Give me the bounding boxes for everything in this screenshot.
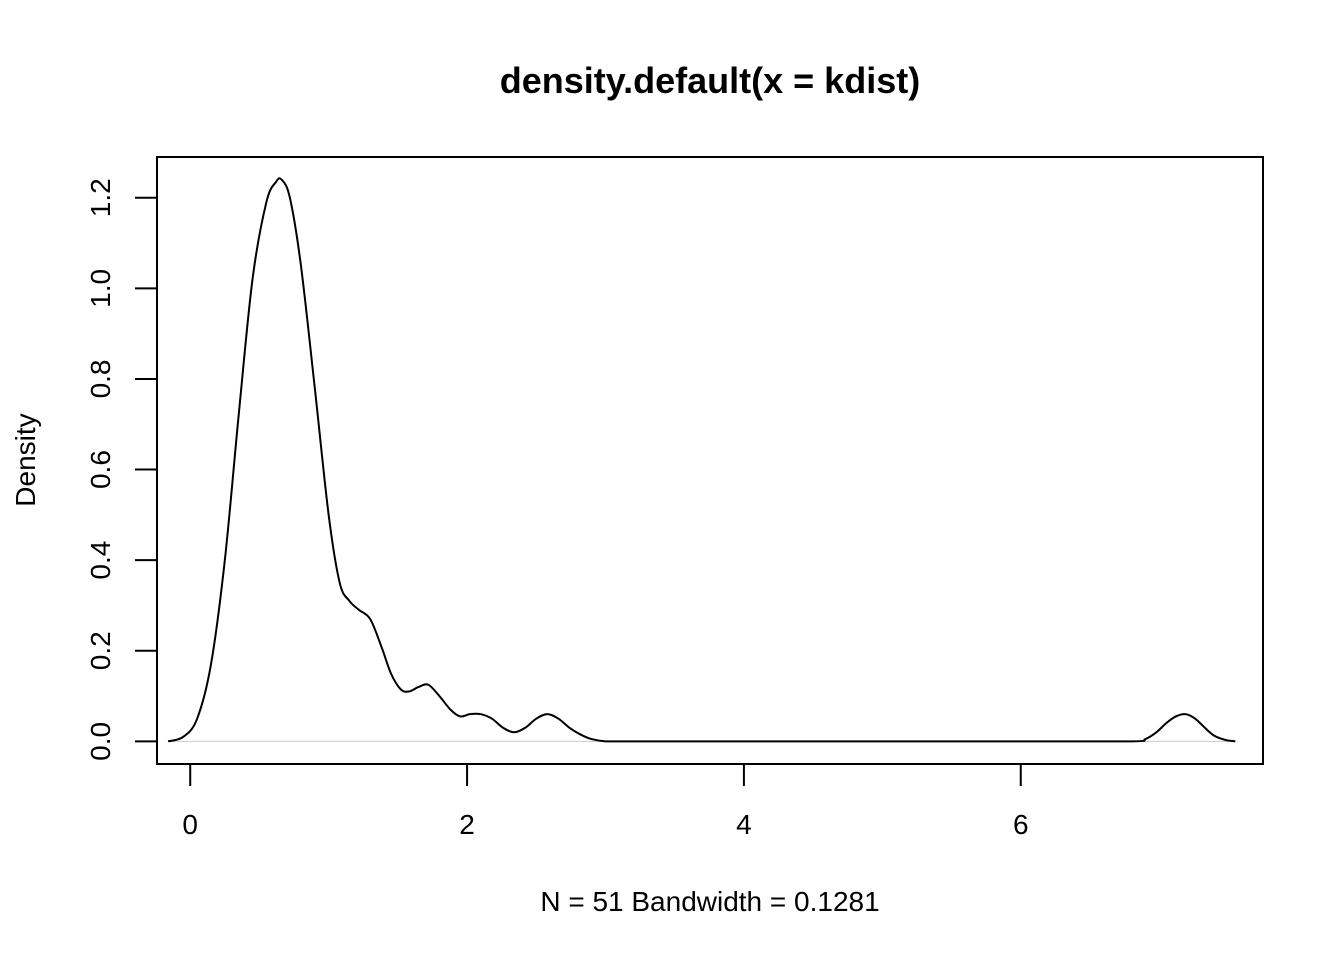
y-tick-label: 1.2 bbox=[85, 178, 116, 217]
y-tick-label: 0.6 bbox=[85, 450, 116, 489]
y-tick-label: 0.4 bbox=[85, 541, 116, 580]
density-curve bbox=[167, 177, 1236, 743]
y-tick-label: 0.2 bbox=[85, 631, 116, 670]
y-tick-label: 0.8 bbox=[85, 359, 116, 398]
chart-title: density.default(x = kdist) bbox=[500, 60, 920, 101]
x-tick-label: 0 bbox=[182, 809, 198, 840]
x-tick-label: 6 bbox=[1013, 809, 1029, 840]
x-axis: 0 2 4 6 bbox=[182, 763, 1029, 840]
x-tick-label: 2 bbox=[459, 809, 475, 840]
y-axis-label: Density bbox=[10, 413, 41, 506]
y-axis: 0.0 0.2 0.4 0.6 0.8 1.0 1.2 bbox=[85, 178, 158, 761]
y-tick-label: 0.0 bbox=[85, 722, 116, 761]
y-tick-label: 1.0 bbox=[85, 269, 116, 308]
x-tick-label: 4 bbox=[736, 809, 752, 840]
x-axis-label: N = 51 Bandwidth = 0.1281 bbox=[540, 886, 879, 917]
